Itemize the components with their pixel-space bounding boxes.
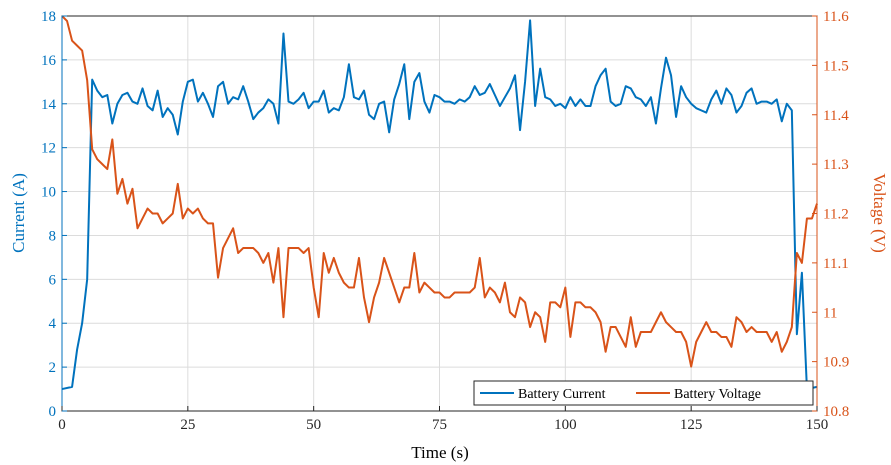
left-axis-label: Current (A)	[9, 173, 28, 253]
left-tick-label: 18	[41, 9, 56, 25]
right-tick-label: 11.5	[823, 58, 849, 74]
left-tick-label: 4	[49, 316, 57, 332]
right-tick-label: 11.2	[823, 207, 849, 223]
right-tick-label: 11.4	[823, 108, 849, 124]
x-tick-label: 125	[680, 417, 703, 433]
left-tick-label: 16	[41, 53, 57, 69]
x-tick-label: 75	[432, 417, 447, 433]
legend: Battery Current Battery Voltage	[473, 380, 814, 406]
right-tick-label: 10.8	[823, 404, 849, 420]
series-layer	[61, 15, 818, 391]
right-tick-label: 10.9	[823, 355, 849, 371]
right-tick-label: 11.1	[823, 256, 849, 272]
x-tick-label: 0	[58, 417, 66, 433]
series-line-battery-current	[61, 19, 818, 391]
x-axis-label: Time (s)	[411, 443, 468, 462]
x-tick-label: 100	[554, 417, 577, 433]
ticks: 0 25 50 75 100 125 150 0 2 4 6 8 10 12 14 16 18 10.8 10.9 1…	[41, 9, 849, 433]
right-tick-label: 11	[823, 305, 837, 321]
right-tick-label: 11.3	[823, 157, 849, 173]
x-tick-label: 50	[306, 417, 321, 433]
legend-label-battery-voltage: Battery Voltage	[674, 387, 761, 402]
left-tick-label: 6	[49, 272, 57, 288]
legend-label-battery-current: Battery Current	[518, 387, 606, 402]
series-line-battery-voltage	[61, 15, 818, 368]
left-tick-label: 12	[41, 141, 56, 157]
grid	[62, 16, 817, 411]
left-tick-label: 14	[41, 97, 57, 113]
left-tick-label: 0	[49, 404, 57, 420]
left-tick-label: 10	[41, 185, 56, 201]
right-axis-label: Voltage (V)	[870, 173, 889, 252]
x-tick-label: 25	[180, 417, 195, 433]
left-tick-label: 2	[49, 360, 57, 376]
right-tick-label: 11.6	[823, 9, 849, 25]
x-tick-label: 150	[806, 417, 829, 433]
left-tick-label: 8	[49, 228, 57, 244]
